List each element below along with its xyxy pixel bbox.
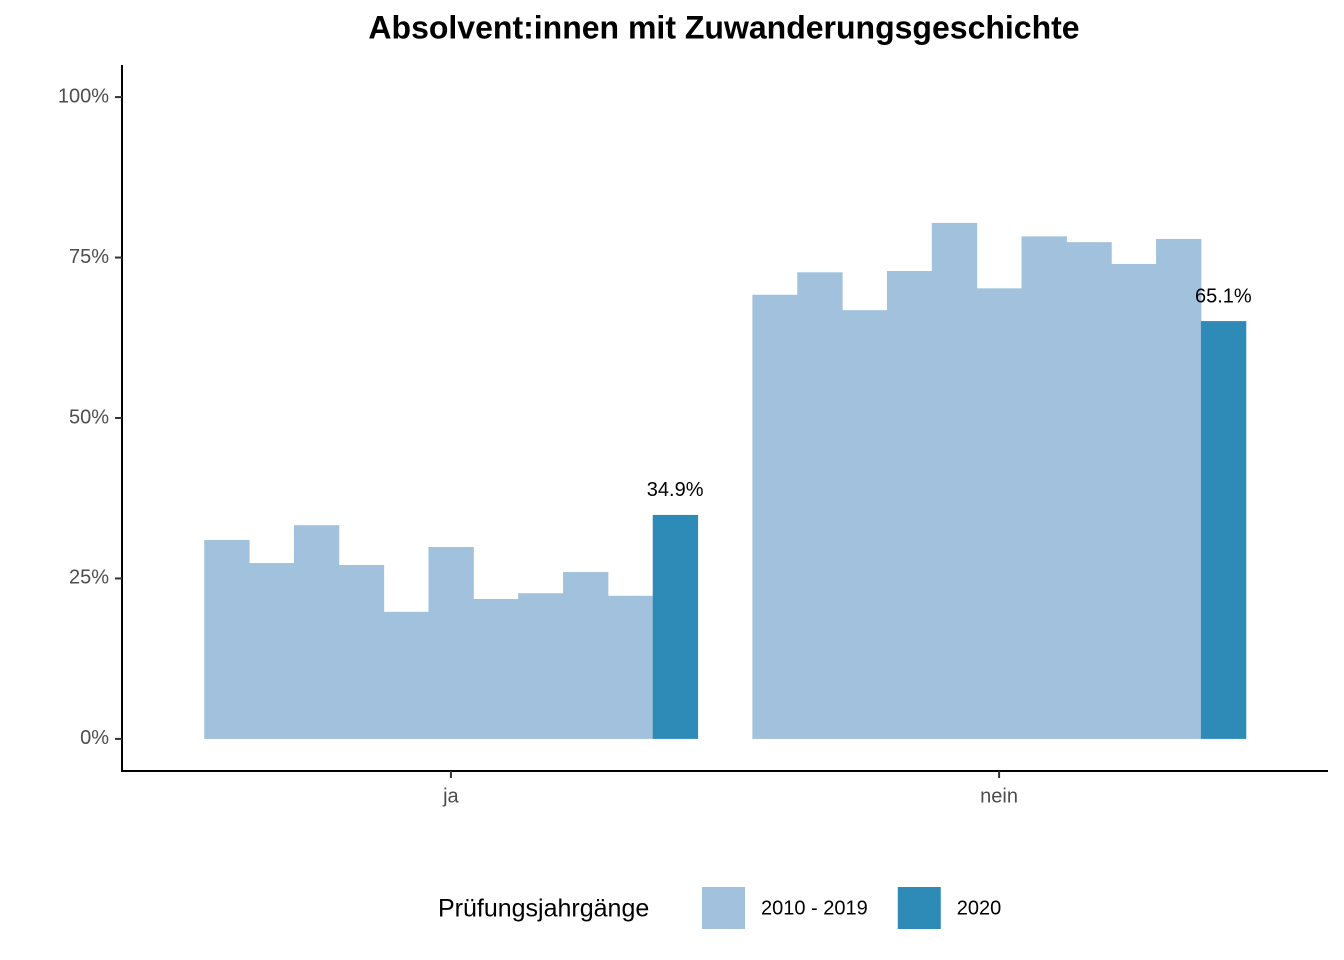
legend-key [702,887,745,929]
bar [1156,238,1202,739]
bar [249,563,295,739]
y-tick-label: 25% [69,567,109,589]
y-tick-label: 0% [80,727,109,749]
bar [797,272,843,739]
bar [886,271,933,739]
bar [931,222,978,739]
bar [473,598,519,739]
legend-title: Prüfungsjahrgänge [438,895,649,923]
bar [293,525,340,739]
legend-key [897,887,941,929]
bar [1066,242,1112,739]
bar [563,572,609,739]
bar [652,514,699,739]
y-tick-label: 50% [69,406,109,428]
legend-label: 2010 - 2019 [761,897,868,919]
y-tick-label: 100% [58,85,109,107]
chart-title: Absolvent:innen mit Zuwanderungsgeschich… [368,9,1079,45]
x-tick-label: ja [442,785,459,807]
bar [1111,263,1157,739]
y-tick-label: 75% [69,246,109,268]
legend-label: 2020 [957,897,1002,919]
bar [752,294,798,739]
x-tick-label: nein [980,785,1018,807]
bar [1021,236,1067,739]
bar [204,539,250,739]
bar [607,595,654,739]
bar [842,310,888,739]
bar [1200,321,1247,739]
bar [383,611,429,739]
bar [338,564,385,739]
value-label: 34.9% [647,479,704,501]
bar [518,593,564,739]
value-label: 65.1% [1195,285,1252,307]
bar [428,547,474,739]
bar [976,288,1023,739]
